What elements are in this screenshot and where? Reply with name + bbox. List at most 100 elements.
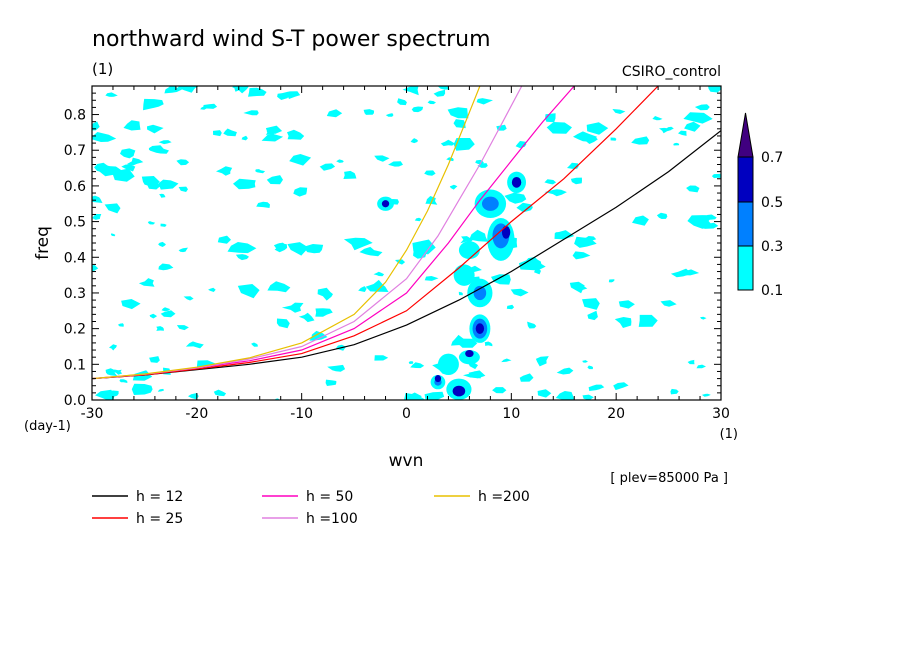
noise-contour [178,247,188,253]
noise-contour [104,203,121,214]
power-contour [381,200,390,208]
y-tick-label: 0.8 [64,108,86,124]
noise-contour [183,296,194,301]
y-axis-label: freq [33,226,53,260]
noise-contour [582,394,594,400]
noise-contour [158,241,166,247]
legend-label: h =200 [478,489,530,505]
noise-contour [159,193,166,198]
noise-contour [117,323,124,327]
noise-contour [255,169,266,174]
noise-contour [160,223,167,227]
noise-contour [105,368,118,377]
noise-contour [570,177,582,185]
noise-contour [457,338,478,348]
noise-contour [469,229,488,242]
x-tick-label: -30 [81,406,104,422]
noise-contour [388,161,403,167]
noise-contour [447,107,469,119]
y-tick-label: 0.4 [64,250,86,266]
noise-contour [711,173,721,179]
noise-contour [177,86,196,93]
x-axis-label: wvn [389,451,424,471]
noise-contour [241,135,248,141]
power-contour [511,176,522,188]
noise-contour [120,148,136,159]
annotation-plev: [ plev=85000 Pa ] [610,471,728,486]
noise-contour [519,373,534,382]
noise-contour [208,287,216,292]
noise-contour [556,367,574,375]
power-contour [481,196,499,211]
noise-contour [587,310,598,321]
noise-contour [424,170,436,176]
noise-contour [433,89,446,97]
noise-contour [506,304,515,310]
noise-contour [158,263,174,271]
noise-contour [708,86,721,93]
noise-contour [92,265,99,272]
y-tick-label: 0.0 [64,393,86,409]
noise-contour [458,291,463,296]
noise-contour [638,314,658,327]
noise-contour [427,100,436,105]
noise-contour [267,281,291,293]
colorbar-label: 0.1 [761,283,783,299]
noise-contour [632,215,649,226]
noise-contour [266,175,283,185]
power-contour [473,285,487,301]
noise-contour [449,184,458,190]
y-tick-label: 0.7 [64,143,86,159]
noise-contour [586,122,609,135]
noise-contour [544,189,567,197]
noise-contour [438,86,450,90]
noise-contour [92,195,103,203]
noise-contour [683,112,713,124]
noise-contour [582,360,588,363]
noise-contour [656,212,668,219]
colorbar-label: 0.7 [761,150,783,166]
noise-contour [358,286,367,292]
colorbar-label: 0.3 [761,239,783,255]
noise-contour [411,106,424,113]
noise-contour [463,371,481,379]
noise-contour [99,165,123,177]
noise-contour [213,130,222,137]
axis-ticks: -30 -20 -10 0 10 20 30 0.0 0.1 0.2 0.3 0.4 0.5 0.6 0.7… [64,86,730,422]
noise-contour [408,361,414,364]
x-tick-label: 30 [712,406,730,422]
noise-contour [185,341,204,349]
noise-contour [491,274,511,285]
noise-contour [673,142,680,146]
noise-contour [326,109,343,118]
noise-contour [492,387,507,394]
noise-contour [510,288,529,297]
noise-contour [261,134,284,142]
noise-contour [453,138,475,151]
noise-contour [659,127,672,134]
y-tick-label: 0.5 [64,215,86,231]
noise-contour [105,92,118,97]
noise-contour [385,113,394,117]
noise-contour [273,242,287,249]
chart-title: northward wind S-T power spectrum [92,27,491,52]
noise-contour [410,362,425,369]
noise-contour [573,131,597,142]
noise-contour [161,307,171,312]
colorbar-segment [737,156,754,203]
noise-contour [670,388,679,395]
noise-contour [121,164,136,172]
noise-contour [572,284,588,291]
noise-contour [582,298,600,310]
subtitle-left: (1) [92,60,113,78]
noise-contour [158,140,172,145]
dispersion-curve [92,86,481,380]
noise-contour [612,109,626,114]
noise-contour [544,179,557,185]
noise-contour [453,119,466,129]
noise-contour [111,168,135,182]
noise-contour [147,124,164,134]
dispersion-curve [92,86,523,380]
noise-contour [147,221,156,225]
